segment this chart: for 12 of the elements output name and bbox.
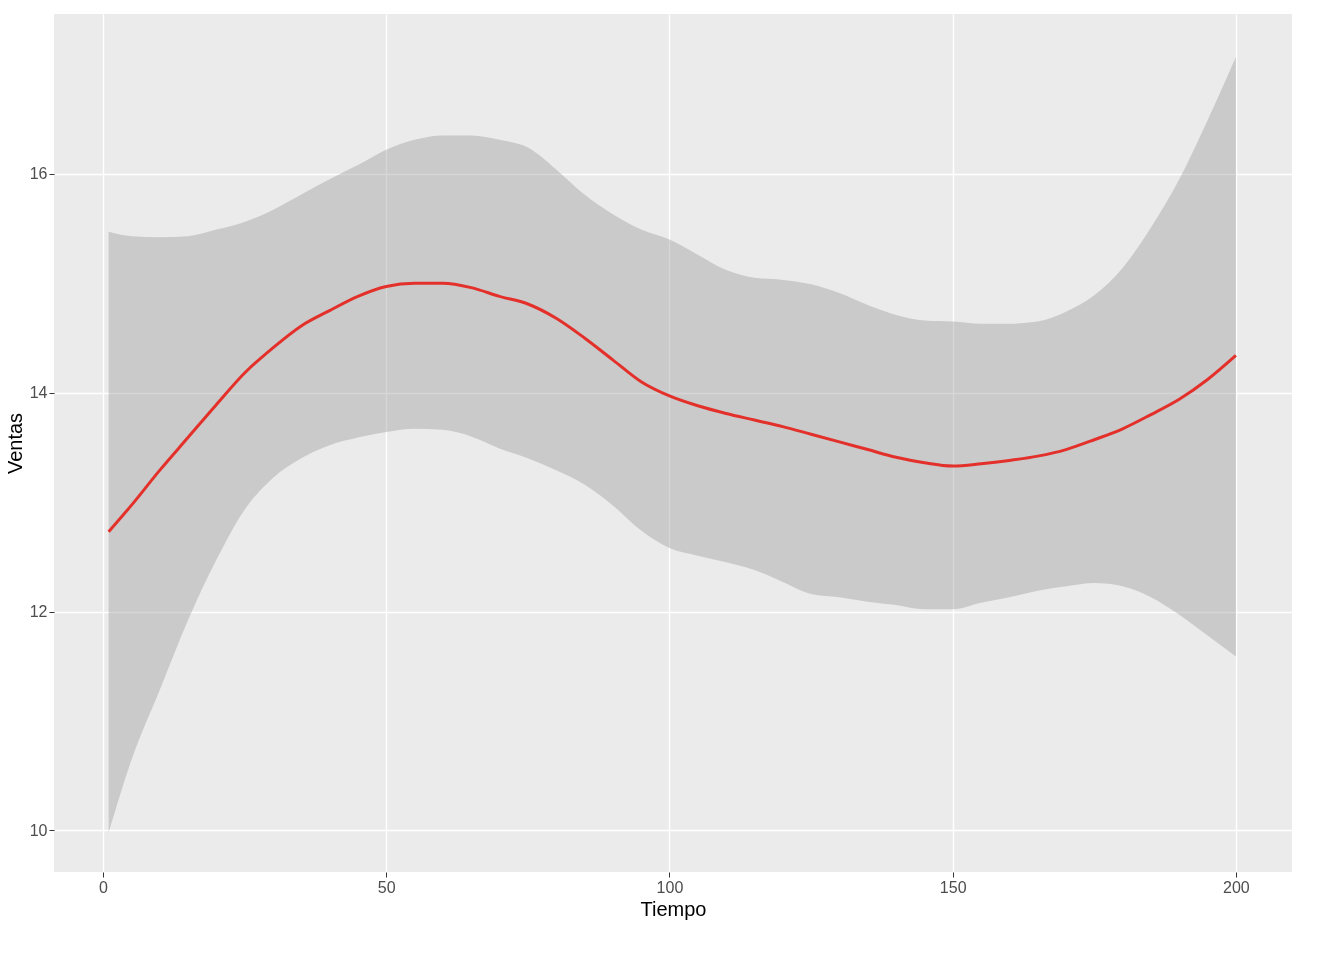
x-tick-label: 50: [377, 878, 396, 896]
x-axis-title: Tiempo: [640, 897, 707, 920]
y-tick-label: 16: [29, 165, 48, 183]
y-tick-label: 14: [29, 384, 48, 402]
y-axis-title: Ventas: [3, 412, 26, 475]
x-tick-label: 0: [99, 878, 109, 896]
x-tick-label: 100: [656, 878, 684, 896]
x-tick-label: 150: [939, 878, 967, 896]
y-tick-label: 12: [29, 603, 48, 621]
y-tick-label: 10: [29, 821, 48, 839]
x-tick-label: 200: [1223, 878, 1250, 896]
line-series: [107, 281, 1238, 534]
